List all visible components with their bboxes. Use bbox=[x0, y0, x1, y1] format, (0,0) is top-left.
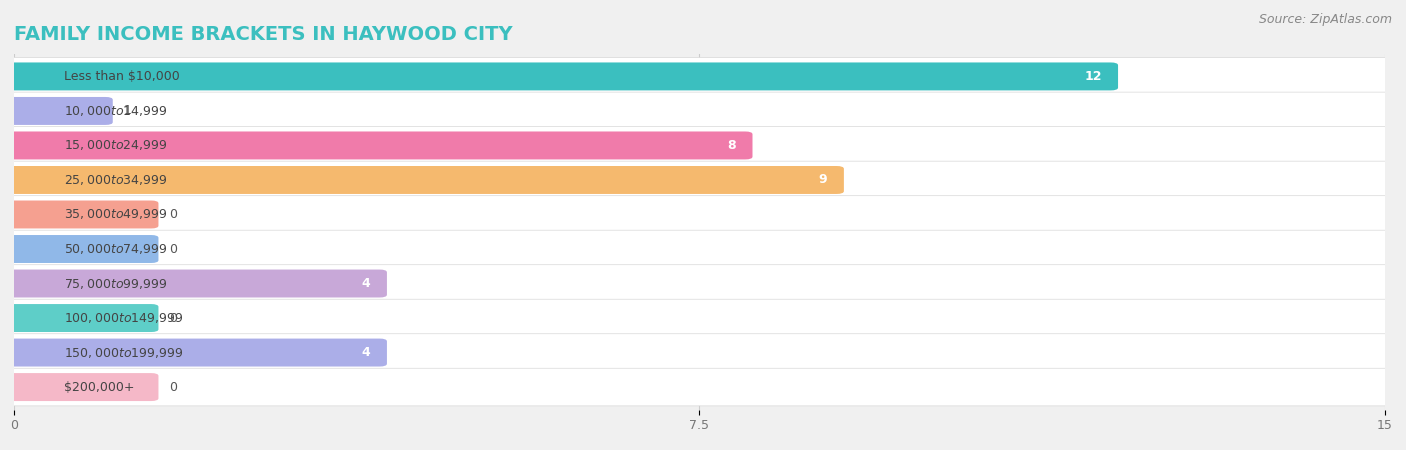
Text: 1: 1 bbox=[124, 104, 132, 117]
FancyBboxPatch shape bbox=[3, 92, 1396, 130]
Text: Source: ZipAtlas.com: Source: ZipAtlas.com bbox=[1258, 14, 1392, 27]
Text: $50,000 to $74,999: $50,000 to $74,999 bbox=[65, 242, 167, 256]
Text: 4: 4 bbox=[361, 277, 371, 290]
FancyBboxPatch shape bbox=[7, 338, 387, 367]
Text: 0: 0 bbox=[170, 311, 177, 324]
Text: 0: 0 bbox=[170, 208, 177, 221]
Text: 9: 9 bbox=[818, 174, 828, 186]
Text: $10,000 to $14,999: $10,000 to $14,999 bbox=[65, 104, 167, 118]
FancyBboxPatch shape bbox=[3, 265, 1396, 302]
Text: $100,000 to $149,999: $100,000 to $149,999 bbox=[65, 311, 184, 325]
Text: Less than $10,000: Less than $10,000 bbox=[65, 70, 180, 83]
FancyBboxPatch shape bbox=[7, 235, 159, 263]
FancyBboxPatch shape bbox=[7, 166, 844, 194]
FancyBboxPatch shape bbox=[7, 97, 112, 125]
Text: 0: 0 bbox=[170, 243, 177, 256]
Text: 8: 8 bbox=[727, 139, 737, 152]
FancyBboxPatch shape bbox=[3, 161, 1396, 199]
Text: 12: 12 bbox=[1084, 70, 1102, 83]
FancyBboxPatch shape bbox=[7, 373, 159, 401]
Text: FAMILY INCOME BRACKETS IN HAYWOOD CITY: FAMILY INCOME BRACKETS IN HAYWOOD CITY bbox=[14, 25, 513, 44]
Text: 4: 4 bbox=[361, 346, 371, 359]
Text: $75,000 to $99,999: $75,000 to $99,999 bbox=[65, 276, 167, 291]
Text: $15,000 to $24,999: $15,000 to $24,999 bbox=[65, 139, 167, 153]
FancyBboxPatch shape bbox=[7, 63, 1118, 90]
FancyBboxPatch shape bbox=[3, 334, 1396, 371]
FancyBboxPatch shape bbox=[3, 58, 1396, 95]
FancyBboxPatch shape bbox=[3, 299, 1396, 337]
FancyBboxPatch shape bbox=[3, 230, 1396, 268]
FancyBboxPatch shape bbox=[7, 270, 387, 297]
FancyBboxPatch shape bbox=[7, 201, 159, 229]
FancyBboxPatch shape bbox=[3, 368, 1396, 406]
Text: $200,000+: $200,000+ bbox=[65, 381, 135, 394]
Text: 0: 0 bbox=[170, 381, 177, 394]
Text: $150,000 to $199,999: $150,000 to $199,999 bbox=[65, 346, 184, 360]
FancyBboxPatch shape bbox=[7, 131, 752, 159]
FancyBboxPatch shape bbox=[7, 304, 159, 332]
Text: $35,000 to $49,999: $35,000 to $49,999 bbox=[65, 207, 167, 221]
FancyBboxPatch shape bbox=[3, 126, 1396, 164]
Text: $25,000 to $34,999: $25,000 to $34,999 bbox=[65, 173, 167, 187]
FancyBboxPatch shape bbox=[3, 196, 1396, 233]
